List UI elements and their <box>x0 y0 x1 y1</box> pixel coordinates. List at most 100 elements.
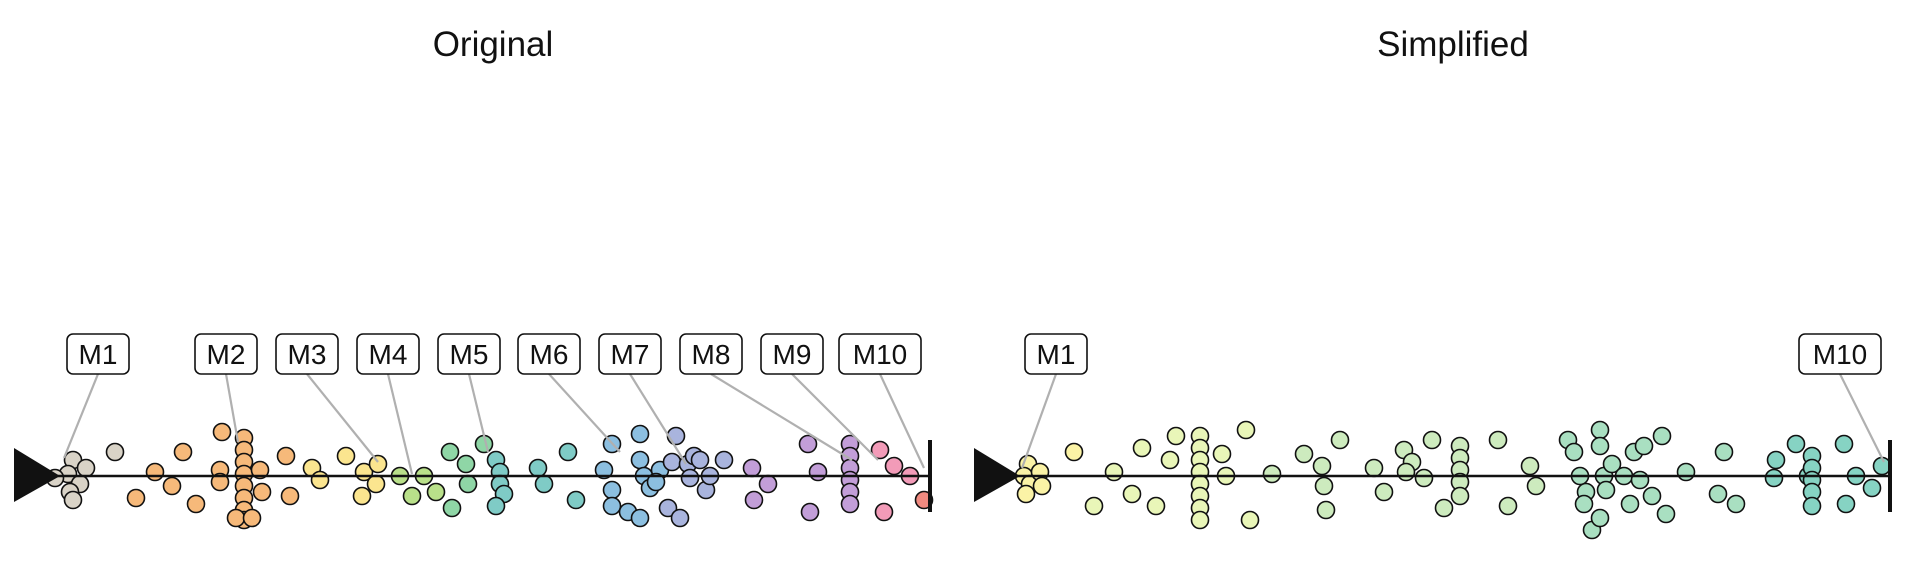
event-dot <box>173 442 193 462</box>
marker-leader-line <box>710 373 853 461</box>
event-dot <box>458 474 478 494</box>
event-dot <box>1708 484 1728 504</box>
marker-label: M1 <box>1037 339 1076 370</box>
event-dot <box>1630 470 1650 490</box>
marker-leader-line <box>306 373 379 463</box>
event-dot <box>714 450 734 470</box>
marker-label: M8 <box>692 339 731 370</box>
event-dot <box>1104 462 1124 482</box>
event-dot <box>1726 494 1746 514</box>
marker-label-box <box>760 333 824 375</box>
dots-original <box>45 422 934 530</box>
event-dot <box>426 482 446 502</box>
marker-leader-line <box>548 373 621 453</box>
markers-original: M1 M2 M3 M4 M5 M6 M7 M8 M9 M10 <box>62 333 925 475</box>
event-dot <box>1314 476 1334 496</box>
event-dot <box>1488 430 1508 450</box>
marker-leader-line <box>879 373 925 469</box>
event-dot <box>1032 476 1052 496</box>
event-dot <box>1190 510 1210 530</box>
event-dot <box>1602 454 1622 474</box>
marker-label-box <box>356 333 420 375</box>
event-dot <box>602 480 622 500</box>
event-dot <box>630 450 650 470</box>
event-dot <box>1764 468 1784 488</box>
event-dot <box>1364 458 1384 478</box>
event-dot <box>1620 494 1640 514</box>
event-dot <box>1766 450 1786 470</box>
marker-label-box <box>66 333 130 375</box>
event-dot <box>744 490 764 510</box>
event-dot <box>1160 450 1180 470</box>
event-dot <box>1212 444 1232 464</box>
marker-leader-line <box>62 373 100 459</box>
event-dot <box>1422 430 1442 450</box>
event-dot <box>680 468 700 488</box>
event-dot <box>1084 496 1104 516</box>
event-dot <box>1374 482 1394 502</box>
marker-label-box <box>838 333 922 375</box>
event-dot <box>670 508 690 528</box>
marker-leader-line <box>629 373 687 465</box>
event-dot <box>486 496 506 516</box>
event-dot <box>1676 462 1696 482</box>
event-dot <box>1590 436 1610 456</box>
event-dot <box>1590 508 1610 528</box>
event-dot <box>1294 444 1314 464</box>
event-dot <box>800 502 820 522</box>
event-dot <box>210 472 230 492</box>
marker-leader-line <box>1839 373 1885 463</box>
event-dot <box>105 442 125 462</box>
event-dot <box>1122 484 1142 504</box>
event-dot <box>884 456 904 476</box>
marker-label: M6 <box>530 339 569 370</box>
event-dot <box>662 452 682 472</box>
event-dot <box>1236 420 1256 440</box>
event-dot <box>1520 456 1540 476</box>
marker-label: M3 <box>288 339 327 370</box>
panel-title-simplified: Simplified <box>1377 25 1529 64</box>
event-dot <box>1634 436 1654 456</box>
event-dot <box>442 498 462 518</box>
event-dot <box>1526 476 1546 496</box>
marker-label-box <box>437 333 501 375</box>
event-dot <box>630 508 650 528</box>
event-dot <box>1262 464 1282 484</box>
event-dot <box>226 508 246 528</box>
marker-label: M5 <box>450 339 489 370</box>
event-dot <box>1312 456 1332 476</box>
event-dot <box>1434 498 1454 518</box>
event-dot <box>1240 510 1260 530</box>
event-dot <box>1132 438 1152 458</box>
event-dot <box>1064 442 1084 462</box>
event-dot <box>1714 442 1734 462</box>
dots-simplified <box>1014 420 1892 540</box>
marker-label: M10 <box>853 339 907 370</box>
event-dot <box>758 474 778 494</box>
event-dot <box>402 486 422 506</box>
panel-original: Original M1 M2 M3 M4 M5 M6 M7 M8 M9 M10 <box>14 25 934 530</box>
marker-label: M10 <box>1813 339 1867 370</box>
event-dot <box>368 454 388 474</box>
event-dot <box>186 494 206 514</box>
event-dot <box>630 424 650 444</box>
marker-leader-line <box>467 373 490 453</box>
event-dot <box>1786 434 1806 454</box>
event-dot <box>280 486 300 506</box>
marker-label-box <box>679 333 743 375</box>
panel-simplified: Simplified M1 M10 <box>974 25 1892 540</box>
event-dot <box>742 458 762 478</box>
event-dot <box>126 488 146 508</box>
event-dot <box>594 460 614 480</box>
event-dot <box>76 458 96 478</box>
event-dot <box>1836 494 1856 514</box>
event-dot <box>162 476 182 496</box>
panel-title-original: Original <box>433 25 554 64</box>
event-dot <box>1414 468 1434 488</box>
event-dot <box>145 462 165 482</box>
event-dot <box>798 434 818 454</box>
marker-leader-line <box>791 373 879 461</box>
marker-label-box <box>517 333 581 375</box>
event-dot <box>242 508 262 528</box>
